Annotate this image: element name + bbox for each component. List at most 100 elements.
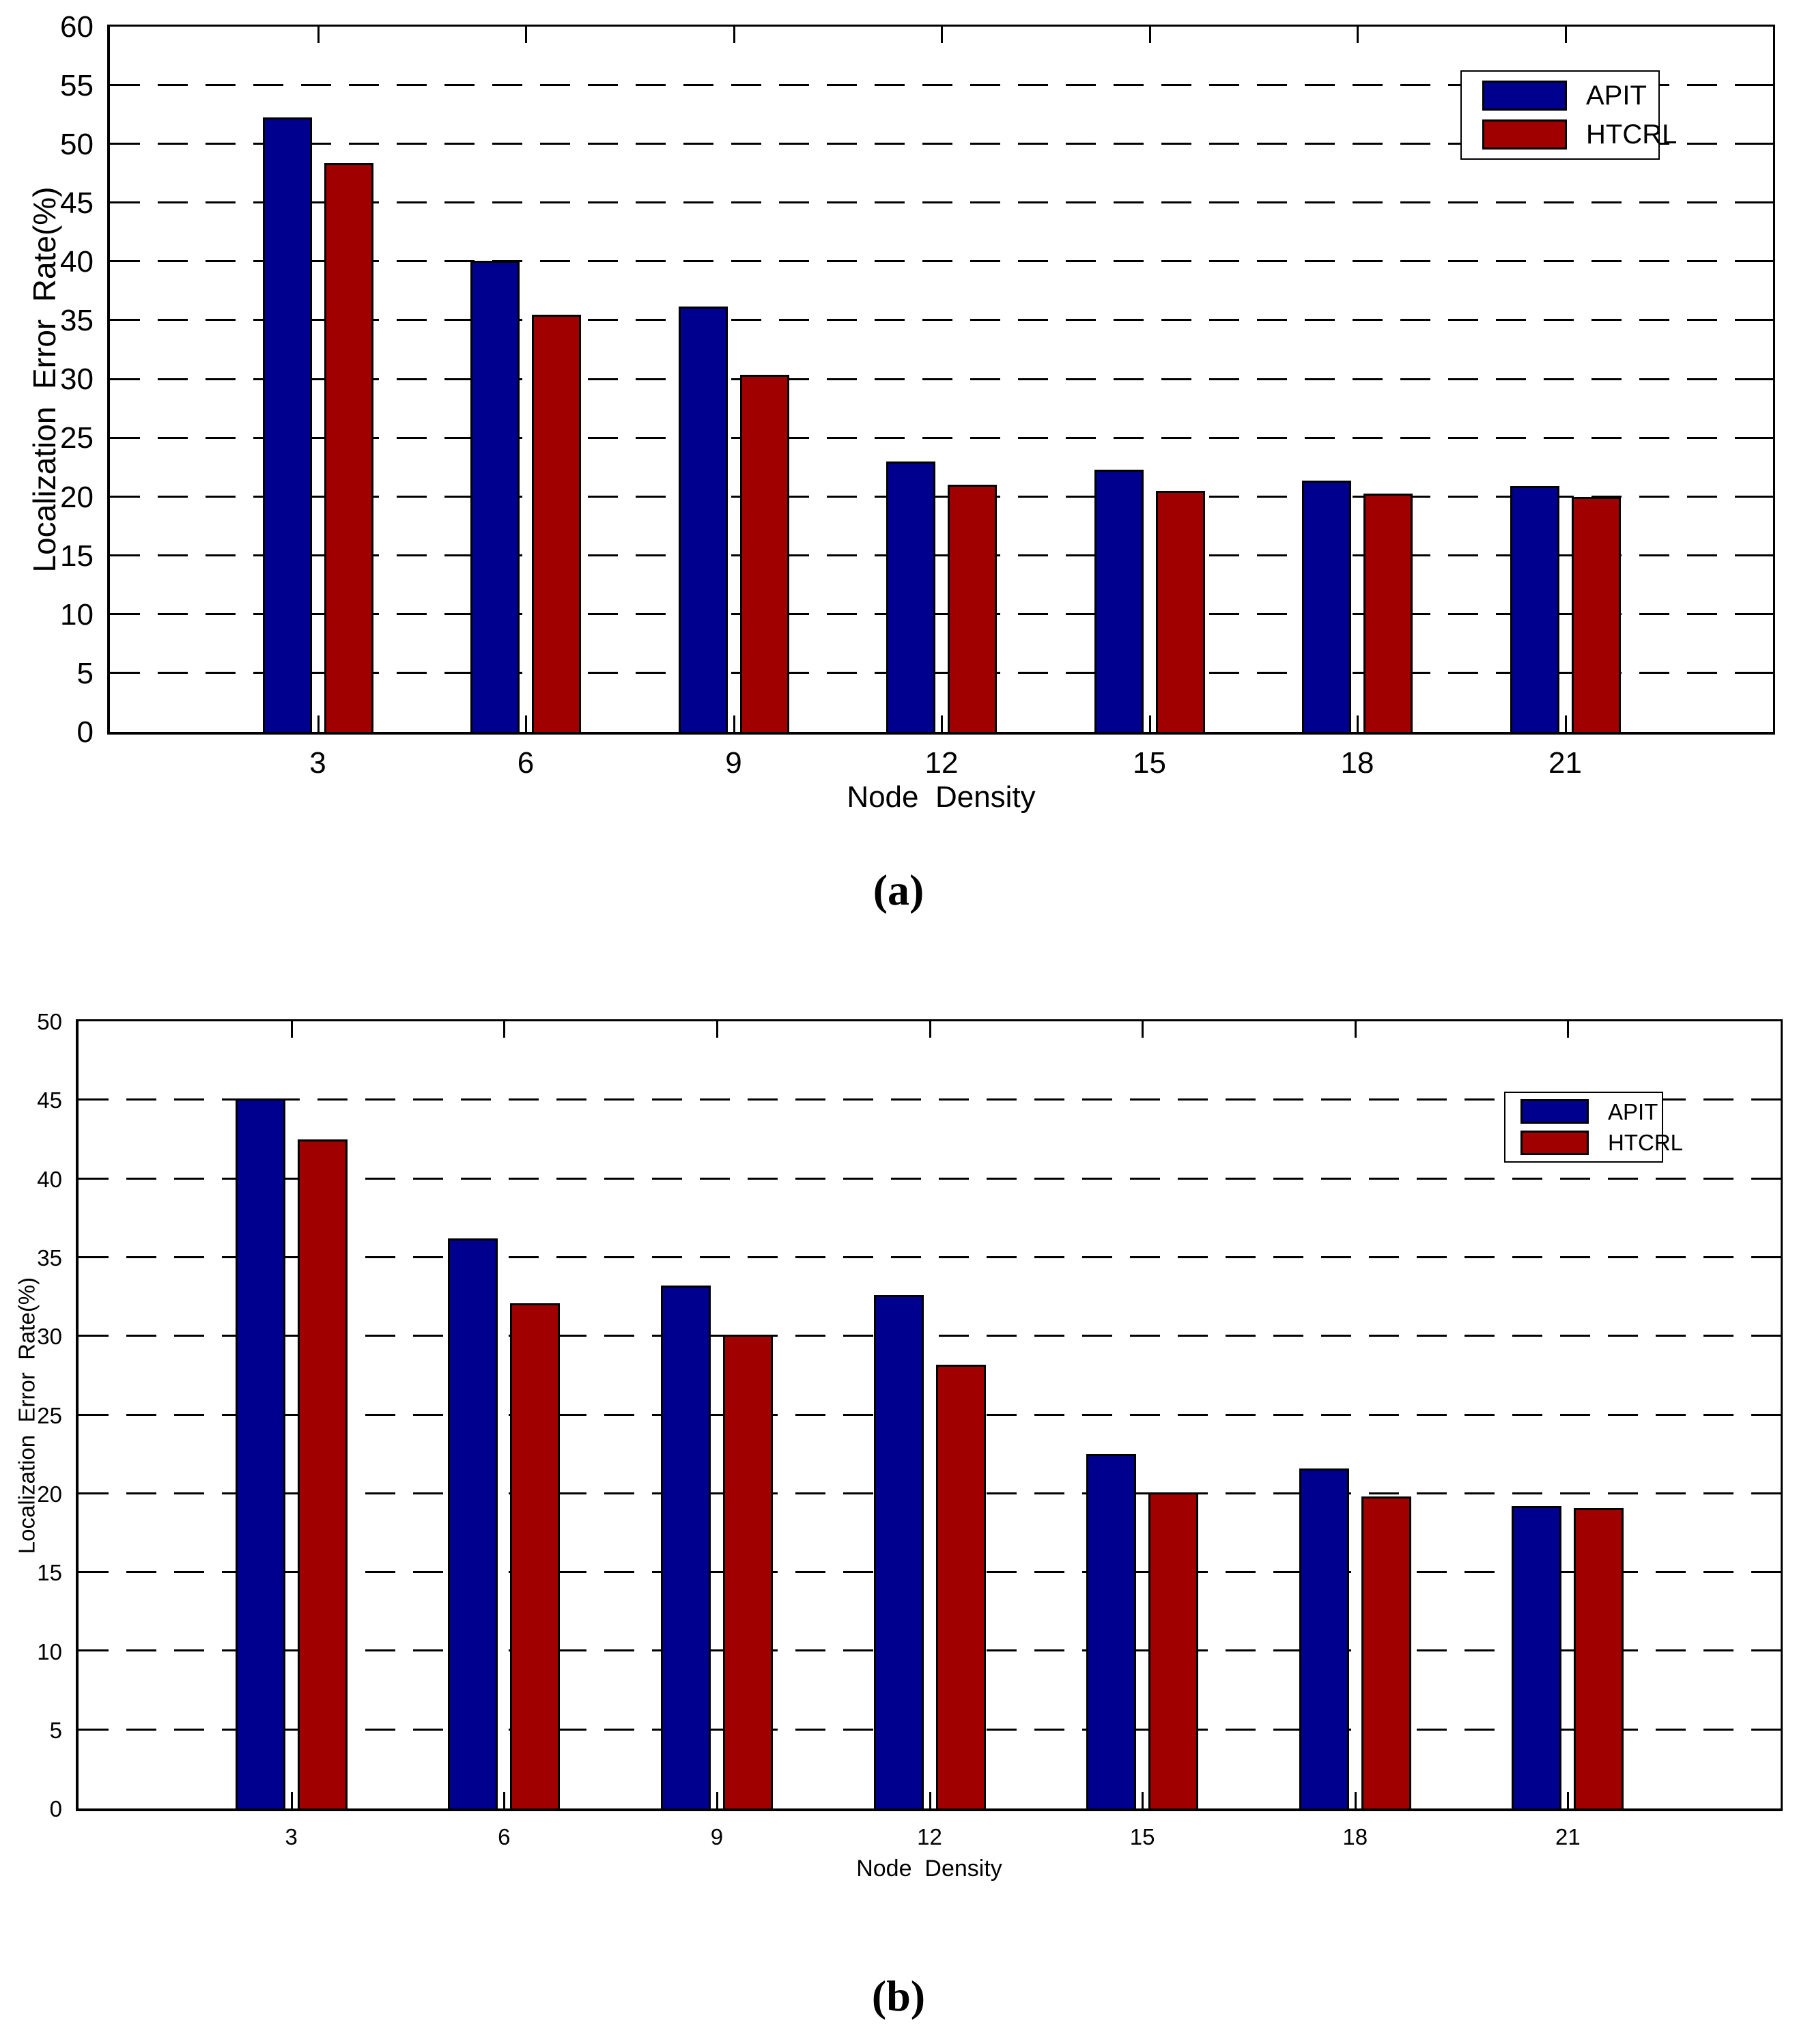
y-axis-tick <box>1766 1177 1781 1180</box>
y-axis-tick <box>1757 436 1773 439</box>
x-axis-tick <box>1148 715 1151 732</box>
gridline-y10 <box>79 1649 1781 1652</box>
bar-htcrl-15 <box>1148 1492 1199 1808</box>
y-tick-label: 5 <box>76 656 94 690</box>
gridline-y25 <box>79 1413 1781 1416</box>
y-tick-label: 15 <box>37 1560 62 1586</box>
bar-htcrl-18 <box>1361 1496 1411 1808</box>
y-tick-label: 25 <box>60 421 94 455</box>
gridline-y45 <box>110 201 1773 204</box>
bar-htcrl-6 <box>532 314 581 732</box>
bar-apit-3 <box>262 117 312 732</box>
y-axis-tick <box>1766 1728 1781 1731</box>
bar-apit-21 <box>1510 486 1559 732</box>
x-tick-label: 21 <box>1555 1824 1581 1849</box>
x-axis-tick <box>1564 715 1567 732</box>
x-axis-tick <box>733 27 735 43</box>
x-tick-label: 6 <box>517 746 535 780</box>
y-axis-tick <box>110 378 126 380</box>
x-axis-tick <box>1357 715 1359 732</box>
legend-swatch-htcrl <box>1482 119 1567 150</box>
y-axis-tick <box>1757 671 1773 674</box>
y-axis-tick <box>79 1649 94 1652</box>
x-axis-tick <box>1142 1792 1144 1808</box>
y-axis-tick <box>110 201 126 204</box>
legend-row-apit: APIT <box>1482 81 1658 111</box>
y-tick-label: 5 <box>49 1717 62 1743</box>
caption-a: (a) <box>873 866 924 914</box>
x-axis-tick <box>317 27 320 43</box>
y-axis-tick <box>1766 1255 1781 1258</box>
x-axis-tick <box>941 27 943 43</box>
x-axis-tick <box>1567 1792 1570 1808</box>
legend-label-apit: APIT <box>1608 1098 1658 1124</box>
plot-area-a <box>107 25 1775 735</box>
gridline-y45 <box>79 1098 1781 1101</box>
legend-row-htcrl: HTCRL <box>1520 1130 1683 1155</box>
bar-htcrl-12 <box>948 485 997 732</box>
bar-htcrl-3 <box>297 1139 348 1808</box>
y-tick-label: 40 <box>37 1166 62 1192</box>
gridline-y20 <box>110 495 1773 498</box>
y-axis-tick <box>79 1098 94 1101</box>
x-axis-tick <box>929 1792 931 1808</box>
bar-apit-18 <box>1302 480 1351 732</box>
gridline-y35 <box>79 1255 1781 1258</box>
bar-apit-9 <box>660 1286 711 1808</box>
y-tick-label: 60 <box>60 10 94 44</box>
x-tick-label: 9 <box>710 1824 724 1849</box>
x-tick-label: 3 <box>309 746 326 780</box>
x-axis-tick <box>290 1792 293 1808</box>
y-tick-label: 55 <box>60 68 94 102</box>
bar-htcrl-21 <box>1574 1507 1624 1808</box>
y-axis-tick <box>1757 143 1773 145</box>
y-tick-label: 35 <box>37 1245 62 1271</box>
legend-label-htcrl: HTCRL <box>1608 1130 1684 1156</box>
bar-apit-18 <box>1299 1468 1349 1808</box>
x-axis-tick <box>1567 1021 1570 1038</box>
x-axis-tick <box>716 1792 718 1808</box>
y-tick-label: 25 <box>37 1402 62 1428</box>
bar-apit-15 <box>1094 470 1144 732</box>
gridline-y20 <box>79 1492 1781 1494</box>
y-tick-label: 30 <box>37 1324 62 1350</box>
gridline-y55 <box>110 84 1773 87</box>
y-axis-tick <box>1757 319 1773 322</box>
x-tick-label: 18 <box>1342 1824 1368 1849</box>
bar-apit-12 <box>873 1295 924 1808</box>
y-tick-label: 50 <box>60 128 94 162</box>
x-axis-tick <box>1564 27 1567 43</box>
y-axis-tick <box>1757 612 1773 615</box>
gridline-y10 <box>110 612 1773 615</box>
y-axis-tick <box>1766 1571 1781 1574</box>
bar-apit-6 <box>448 1238 498 1808</box>
y-tick-label: 0 <box>49 1796 62 1822</box>
x-axis-tick <box>317 715 320 732</box>
bar-apit-21 <box>1512 1506 1562 1808</box>
y-axis-label-b: Localization Error Rate(%) <box>14 1277 40 1554</box>
y-axis-tick <box>79 1571 94 1574</box>
bar-apit-3 <box>235 1098 285 1808</box>
y-tick-label: 10 <box>37 1638 62 1664</box>
x-axis-tick <box>503 1021 506 1038</box>
y-axis-tick <box>79 1255 94 1258</box>
x-tick-label: 21 <box>1548 746 1582 780</box>
y-axis-tick <box>79 1413 94 1416</box>
y-axis-tick <box>1757 84 1773 87</box>
x-axis-tick <box>1357 27 1359 43</box>
bar-htcrl-3 <box>324 162 373 732</box>
y-axis-tick <box>110 260 126 263</box>
y-tick-label: 10 <box>60 597 94 631</box>
x-axis-tick <box>290 1021 293 1038</box>
y-axis-tick <box>79 1177 94 1180</box>
y-axis-tick <box>110 495 126 498</box>
x-axis-tick <box>1148 27 1151 43</box>
y-axis-tick <box>110 671 126 674</box>
gridline-y30 <box>79 1335 1781 1337</box>
x-axis-label-b: Node Density <box>856 1856 1002 1882</box>
x-axis-tick <box>929 1021 931 1038</box>
bar-htcrl-9 <box>722 1334 773 1808</box>
y-tick-label: 20 <box>37 1481 62 1507</box>
x-tick-label: 9 <box>725 746 742 780</box>
